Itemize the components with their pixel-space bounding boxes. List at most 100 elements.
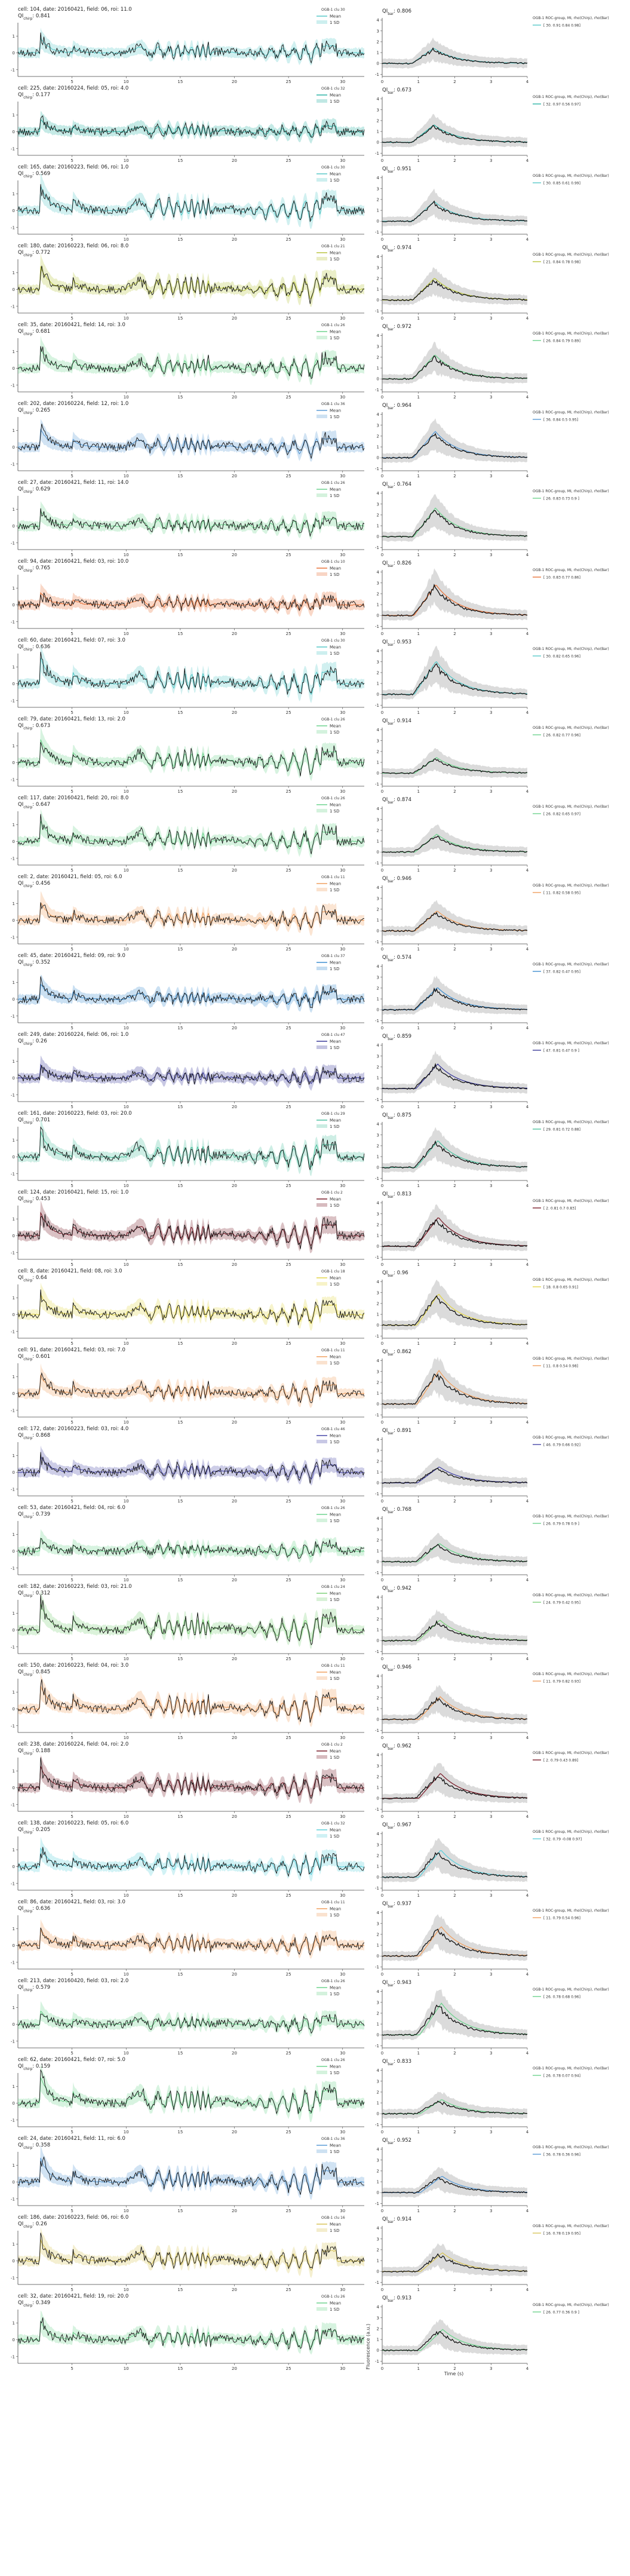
legend-group-label: OGB-1 clu 10 [321,560,345,564]
legend-sd-label: 1 SD [330,1361,340,1366]
cell-trace-line [17,2232,365,2270]
y-tick-label: -1 [11,1172,15,1176]
x-tick-label: 15 [177,2051,183,2056]
legend-sd-label: 1 SD [330,2071,340,2075]
y-tick-label: 0 [377,2270,379,2274]
legend-group-label: OGB-1 clu 2 [321,1191,343,1195]
x-tick-label: 5 [70,868,73,873]
y-tick-label: 2 [377,1932,379,1937]
cell-trace-line [17,652,365,695]
x-tick-label: 4 [526,1026,529,1031]
x-tick-label: 2 [453,395,456,400]
y-tick-label: 0 [13,1234,15,1238]
legend-group-label: OGB-1 clu 29 [321,1112,345,1116]
row-panel: cell: 24, date: 20160421, field: 11, roi… [11,2136,609,2213]
y-tick-label: 2 [377,197,379,202]
y-tick-label: 1 [13,2163,15,2168]
y-tick-label: 1 [377,1943,379,1948]
y-tick-label: 0 [13,287,15,292]
y-tick-label: 4 [377,491,380,496]
x-tick-label: 25 [286,1341,291,1346]
y-tick-label: 0 [13,51,15,56]
bar-cell-trace-line [382,1063,528,1090]
legend-sd-label: 1 SD [330,2228,340,2233]
legend-sd-label: 1 SD [330,99,340,104]
sd-band [18,1836,364,1882]
x-tick-label: 15 [177,631,183,636]
y-tick-label: 0 [377,2033,379,2038]
x-tick-label: 10 [124,631,129,636]
x-tick-label: 5 [70,1893,73,1898]
y-tick-label: 0 [377,377,379,382]
x-tick-label: 10 [124,474,129,479]
qi-chirp-label: QIchirp: 0.629 [18,486,50,494]
x-tick-label: 30 [340,1735,345,1740]
right-legend-stats: [ 30. 0.85 0.61 0.99] [543,182,580,186]
x-tick-label: 0 [381,1420,383,1425]
x-tick-label: 30 [340,79,345,84]
qi-bar-label: QIbar: 0.962 [382,1743,411,1751]
cell-trace-line [17,1757,365,1799]
bar-sd-band [382,1127,527,1173]
y-tick-label: 3 [377,660,379,664]
right-legend-title: OGB-1 ROC-group, MI, rho(Chirp), rho(Bar… [533,16,609,20]
y-tick-label: 1 [13,1453,15,1458]
y-tick-label: 2 [377,1065,379,1069]
x-tick-label: 20 [232,474,237,479]
right-legend-title: OGB-1 ROC-group, MI, rho(Chirp), rho(Bar… [533,253,609,257]
y-tick-label: -1 [375,1571,379,1575]
x-tick-label: 10 [124,1341,129,1346]
x-tick-label: 0 [381,2287,383,2292]
right-legend-stats: [ 21. 0.84 0.78 0.98] [543,260,580,265]
legend-sd-swatch [316,1676,327,1680]
x-tick-label: 3 [490,947,492,952]
y-tick-label: -1 [375,624,379,629]
x-tick-label: 3 [490,2130,492,2135]
y-tick-label: -1 [375,230,379,235]
bar-cell-trace-line [382,1140,528,1169]
y-tick-label: 4 [377,412,380,417]
y-tick-label: 3 [377,738,379,743]
legend-sd-swatch [316,967,327,970]
y-tick-label: 1 [377,603,379,608]
qi-bar-label: QIbar: 0.859 [382,1034,411,1041]
row-panel: cell: 161, date: 20160223, field: 03, ro… [11,1111,609,1188]
y-tick-label: -1 [375,1492,379,1496]
x-tick-label: 20 [232,395,237,400]
y-tick-label: 3 [377,1685,379,1689]
sd-band [18,891,364,936]
cell-trace-line [17,1538,365,1559]
y-tick-label: 1 [377,918,379,923]
y-tick-label: -1 [11,1093,15,1097]
row-panel: cell: 27, date: 20160421, field: 11, roi… [11,480,609,557]
y-tick-label: 0 [13,1943,15,1948]
right-legend-stats: [ 37. 0.82 0.47 0.95] [543,970,580,974]
x-tick-label: 2 [453,237,456,242]
x-tick-label: 30 [340,2209,345,2213]
x-tick-label: 15 [177,79,183,84]
x-tick-label: 2 [453,1735,456,1740]
y-tick-label: -1 [11,2118,15,2123]
legend-mean-label: Mean [330,1039,341,1044]
x-tick-label: 3 [490,1657,492,1661]
y-tick-label: -1 [375,1649,379,1654]
y-tick-label: 3 [377,896,379,901]
row-panel: cell: 138, date: 20160223, field: 05, ro… [11,1820,609,1898]
qi-bar-label: QIbar: 0.914 [382,718,411,726]
y-tick-label: 2 [377,828,379,833]
y-tick-label: -1 [375,151,379,156]
global-x-axis-label: Time (s) [444,2371,464,2376]
x-tick-label: 20 [232,316,237,321]
y-tick-label: 3 [377,2079,379,2084]
qi-chirp-label: QIchirp: 0.569 [18,171,50,179]
x-tick-label: 25 [286,2209,291,2213]
y-tick-label: 0 [13,1155,15,1160]
right-legend-stats: [ 11. 0.8 0.54 0.98] [543,1364,578,1369]
sd-band [18,1117,364,1176]
y-tick-label: 2 [377,1695,379,1700]
row-panel: cell: 94, date: 20160421, field: 03, roi… [11,559,609,636]
legend-mean-label: Mean [330,1986,341,1991]
bar-cell-trace-line [382,125,528,143]
x-tick-label: 30 [340,631,345,636]
x-tick-label: 15 [177,710,183,715]
